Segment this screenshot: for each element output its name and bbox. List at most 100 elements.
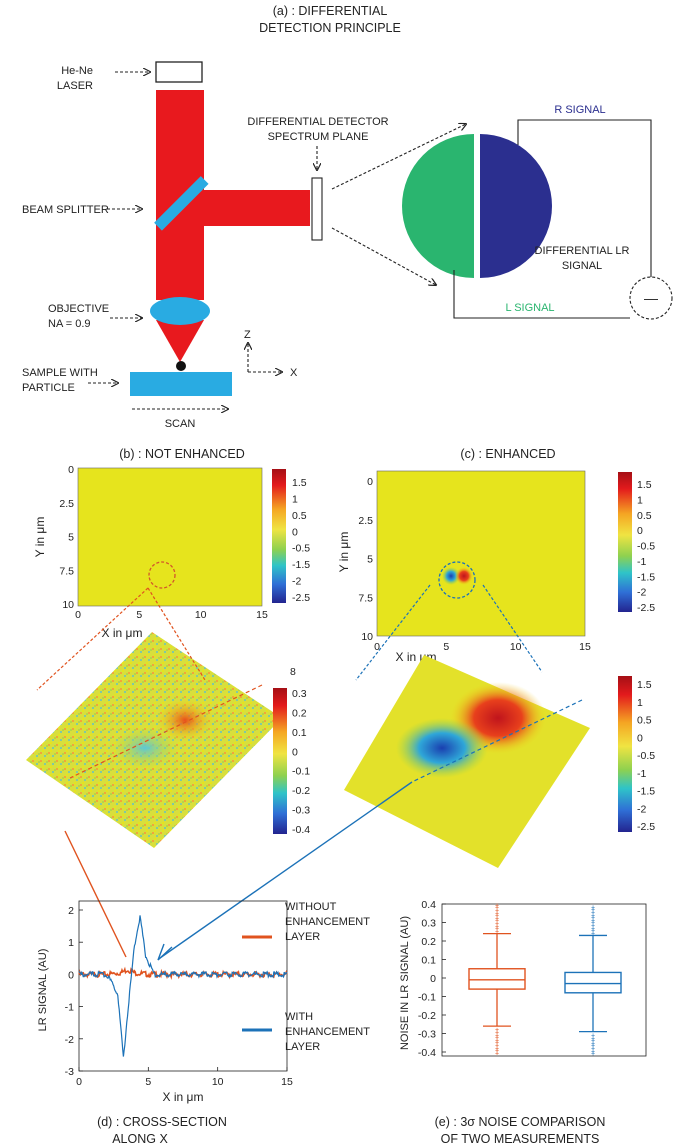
- ticks-c-x-tick: 15: [579, 641, 591, 653]
- box-without-outlier: +: [495, 1048, 499, 1055]
- ticks-b-x-tick: 10: [195, 609, 207, 621]
- differential-node: [629, 276, 673, 320]
- plot-e-y-tick: 0.1: [421, 955, 436, 967]
- legend-without-2: ENHANCEMENT: [285, 916, 370, 928]
- box-without-outlier: +: [495, 926, 499, 933]
- particle: [176, 361, 186, 371]
- plot-e-y-tick: -0.1: [418, 992, 436, 1004]
- box-with-outlier: +: [591, 904, 595, 911]
- cb-b3d-label: -0.4: [292, 824, 310, 836]
- box-without-box: [468, 968, 526, 990]
- cb-b3d-label: 0.1: [292, 727, 307, 739]
- box-with-outlier: +: [591, 1035, 595, 1042]
- ticks-c-y-tick: 0: [367, 476, 373, 488]
- cb-c3d-label: -1: [637, 768, 646, 780]
- plot-d-y-tick: 1: [68, 937, 74, 949]
- ticks-b-x-tick: 0: [75, 609, 81, 621]
- ticks-c-y-tick: 2.5: [358, 515, 373, 527]
- plot-d-y-tick: -2: [65, 1034, 74, 1046]
- ticks-b-y-tick: 10: [62, 599, 74, 611]
- panel-b-title: (b) : NOT ENHANCED: [119, 447, 244, 461]
- link-with: [159, 781, 413, 959]
- plot-d-x-tick: 10: [212, 1076, 224, 1088]
- box-without-outlier: +: [495, 908, 499, 915]
- box-with-outlier: +: [591, 1051, 595, 1058]
- surface-c-dip: [396, 718, 488, 778]
- plot-d-x-tick: 0: [76, 1076, 82, 1088]
- cb-c-label: 1.5: [637, 479, 652, 491]
- box-with-outlier: +: [591, 1046, 595, 1053]
- zoom-b-right: [147, 587, 206, 681]
- ticks-c-y-tick: 5: [367, 554, 373, 566]
- box-with-outlier: +: [591, 1038, 595, 1045]
- box-without-outlier: +: [495, 1051, 499, 1058]
- objective-label-1: OBJECTIVE: [48, 303, 109, 315]
- cb-c3d-label: 0.5: [637, 715, 652, 727]
- horizontal-beam: [186, 190, 310, 226]
- cb-c3d-label: -2: [637, 803, 646, 815]
- cb-c-label: 1: [637, 494, 643, 506]
- box-with-outlier: +: [591, 915, 595, 922]
- scan-label: SCAN: [165, 418, 196, 430]
- laser-label-2: LASER: [57, 80, 93, 92]
- panel-d-title-2: ALONG X: [112, 1132, 168, 1146]
- detector-label-2: SPECTRUM PLANE: [268, 131, 369, 143]
- surface-b-section-line: [69, 684, 263, 779]
- differential-label-1: DIFFERENTIAL LR: [535, 245, 630, 257]
- cb-c-label: -2.5: [637, 602, 655, 614]
- colorbar-b3d: [273, 688, 287, 834]
- detector-right-half: [480, 134, 552, 278]
- ticks-c-y-tick: 10: [361, 631, 373, 643]
- panel-a-title-2: DETECTION PRINCIPLE: [259, 21, 401, 35]
- legend-without-3: LAYER: [285, 931, 320, 943]
- colorbar-b-labels: 1.5 1 0.5 0 -0.5 -1.5 -2 -2.5: [292, 477, 310, 604]
- box-with-outlier: +: [591, 1040, 595, 1047]
- map-b: [77, 467, 263, 607]
- zoom-c-right: [482, 584, 543, 673]
- box-without-outlier: +: [495, 921, 499, 928]
- legend-with-1: WITH: [285, 1011, 313, 1023]
- box-with-outlier: +: [591, 920, 595, 927]
- box-with-outlier: +: [591, 1048, 595, 1055]
- plot-d-y-tick: 2: [68, 905, 74, 917]
- cb-b-label: -2.5: [292, 592, 310, 604]
- plot-d-y-tick: 0: [68, 969, 74, 981]
- box-without-outlier: +: [495, 916, 499, 923]
- colorbar-c: [618, 472, 632, 612]
- plot-e-ylabel: NOISE IN LR SIGNAL (AU): [399, 916, 411, 1050]
- plot-e-frame: [441, 903, 647, 1057]
- plot-e-y-tick: -0.2: [418, 1010, 436, 1022]
- ticks-b-y-tick: 5: [68, 532, 74, 544]
- sample-label-2: PARTICLE: [22, 382, 75, 394]
- cb-b-label: -1.5: [292, 559, 310, 571]
- panel-e: 0.40.30.20.10-0.1-0.2-0.3-0.4+++++++++++…: [399, 899, 647, 1146]
- box-without-outlier: +: [495, 1045, 499, 1052]
- colorbar-c3d: [618, 676, 632, 832]
- colorbar-c3d-labels: 1.5 1 0.5 0 -0.5 -1 -1.5 -2 -2.5: [637, 679, 655, 833]
- ticks-b-y-tick: 7.5: [59, 565, 74, 577]
- cb-b3d-label: 0.3: [292, 688, 307, 700]
- box-without-outlier: +: [495, 923, 499, 930]
- cb-c3d-label: -1.5: [637, 786, 655, 798]
- box-without-outlier: +: [495, 918, 499, 925]
- plot-e-content: 0.40.30.20.10-0.1-0.2-0.3-0.4+++++++++++…: [418, 899, 622, 1059]
- cb-c3d-label: 1: [637, 697, 643, 709]
- colorbar-b3d-top: 8: [290, 666, 296, 678]
- plot-d-ylabel: LR SIGNAL (AU): [37, 949, 49, 1032]
- cb-c-label: -2: [637, 587, 646, 599]
- map-c: [376, 470, 586, 637]
- box-without-outlier: +: [495, 1030, 499, 1037]
- sample-slab: [130, 372, 232, 396]
- l-signal-label: L SIGNAL: [505, 302, 554, 314]
- box-without-outlier: +: [495, 929, 499, 936]
- plot-e-y-tick: -0.3: [418, 1029, 436, 1041]
- plot-d-series-1: [78, 915, 288, 1057]
- cb-c-label: 0.5: [637, 510, 652, 522]
- link-with-arrowhead: [157, 943, 173, 961]
- beam-splitter: [154, 176, 209, 231]
- cb-b-label: 0.5: [292, 510, 307, 522]
